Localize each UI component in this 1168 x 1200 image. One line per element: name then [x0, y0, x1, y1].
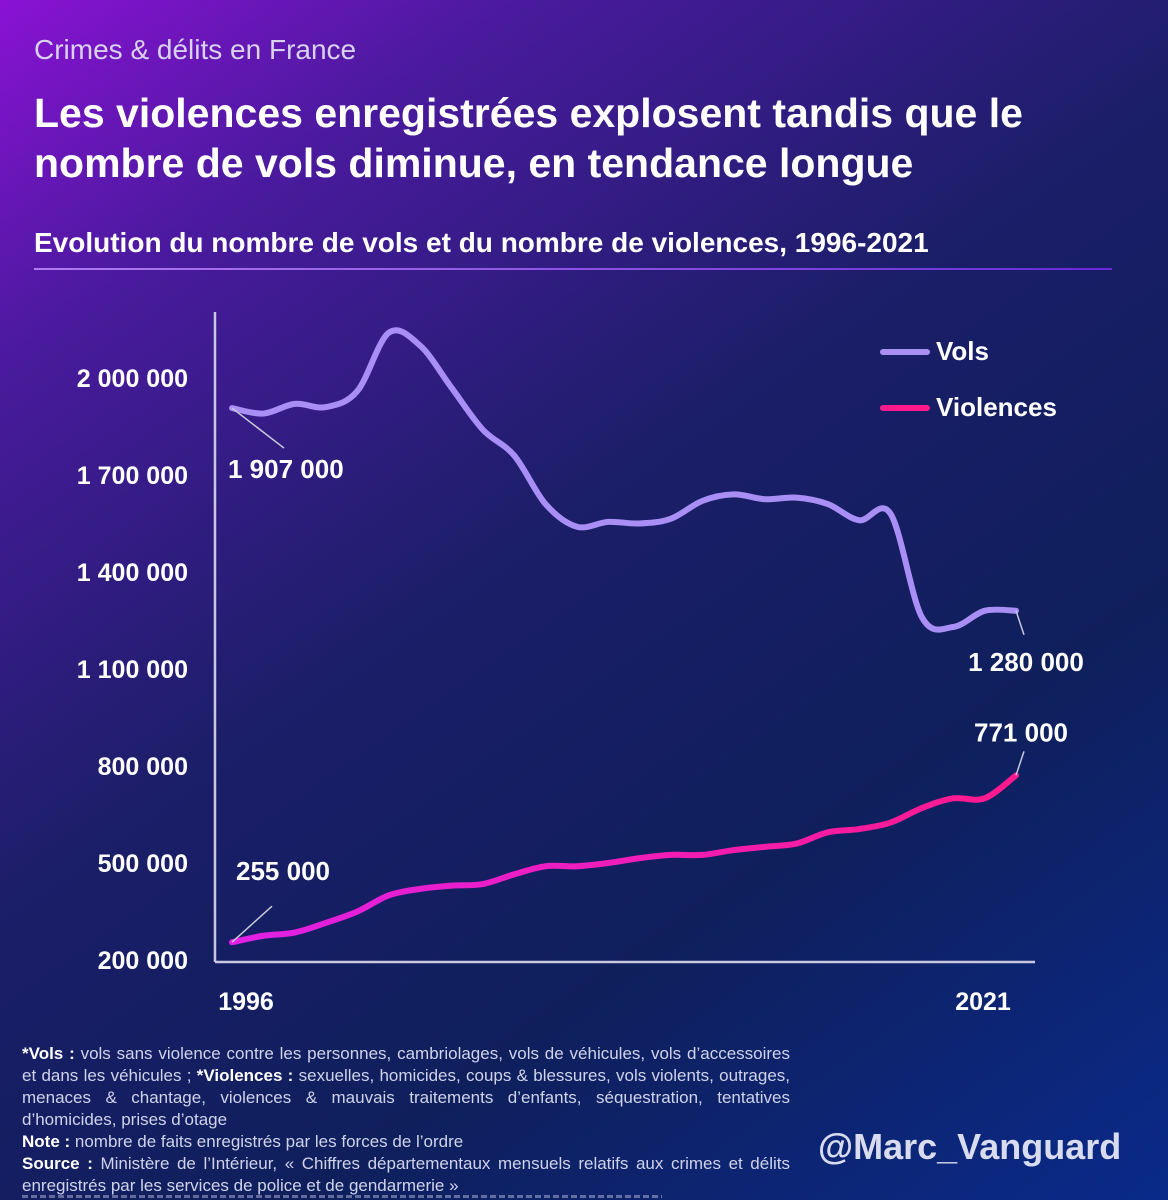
data-point-vols [356, 389, 359, 392]
data-point-violences [858, 828, 861, 831]
data-point-violences [983, 797, 986, 800]
data-point-violences [450, 884, 453, 887]
data-point-vols [513, 454, 516, 457]
note-violences-text: sexuelles, homicides, coups & blessures,… [22, 1066, 791, 1129]
y-tick-label: 200 000 [98, 947, 188, 975]
data-point-vols [670, 517, 673, 520]
data-point-violences [262, 934, 265, 937]
data-point-vols [481, 428, 484, 431]
legend-label-violences: Violences [936, 392, 1057, 422]
annotation-label: 1 280 000 [968, 647, 1084, 677]
data-point-vols [858, 519, 861, 522]
data-point-violences [826, 831, 829, 834]
data-point-vols [701, 499, 704, 502]
data-point-violences [325, 921, 328, 924]
data-point-vols [607, 520, 610, 523]
chart-subtitle: Evolution du nombre de vols et du nombre… [34, 227, 929, 258]
annotation-label: 771 000 [974, 717, 1068, 747]
annotation-label: 255 000 [236, 856, 330, 886]
line-chart: 2 000 000 1 700 000 1 400 000 1 100 000 800 … [77, 312, 1084, 1016]
series-line-vols [229, 327, 1019, 633]
data-point-violences [764, 845, 767, 848]
data-point-violences [670, 853, 673, 856]
y-tick-label: 500 000 [98, 850, 188, 878]
note-label: Note : [22, 1132, 71, 1151]
data-point-vols [889, 512, 892, 515]
data-point-vols [764, 498, 767, 501]
data-point-vols [795, 496, 798, 499]
y-tick-label: 1 100 000 [77, 656, 188, 684]
data-point-violences [701, 853, 704, 856]
data-point-vols [450, 386, 453, 389]
note-vols-text: vols sans violence contre les personnes,… [22, 1044, 790, 1085]
annotation-leader-line [1015, 610, 1025, 636]
data-point-vols [638, 522, 641, 525]
data-point-violences [544, 865, 547, 868]
legend-swatch-vols [880, 348, 930, 355]
data-point-violences [575, 865, 578, 868]
data-point-vols [983, 609, 986, 612]
legend-swatch-violences [880, 404, 930, 411]
data-point-vols [952, 625, 955, 628]
y-tick-label: 1 400 000 [77, 559, 188, 587]
note-text: nombre de faits enregistrés par les forc… [70, 1132, 464, 1151]
note-vols-label: *Vols : [22, 1044, 75, 1063]
data-point-violences [387, 894, 390, 897]
data-point-vols [419, 344, 422, 347]
annotation-leader-line [231, 407, 285, 449]
data-point-vols [387, 331, 390, 334]
data-point-violences [607, 862, 610, 865]
x-tick-label: 1996 [218, 988, 274, 1016]
data-point-violences [952, 797, 955, 800]
note-violences-label: *Violences : [196, 1066, 294, 1085]
data-point-violences [638, 857, 641, 860]
source-label: Source : [22, 1154, 93, 1173]
legend-item-vols: Vols [880, 336, 989, 367]
legend-label-vols: Vols [936, 336, 989, 366]
legend-item-violences: Violences [880, 392, 1057, 423]
data-point-violences [419, 887, 422, 890]
data-point-violences [920, 807, 923, 810]
data-point-violences [293, 931, 296, 934]
y-tick-label: 2 000 000 [77, 365, 188, 393]
annotation-label: 1 907 000 [228, 454, 344, 484]
author-handle: @Marc_Vanguard [818, 1126, 1122, 1167]
series-line-violences [229, 772, 1019, 946]
data-point-vols [575, 525, 578, 528]
data-point-violences [481, 883, 484, 886]
footnotes: *Vols : vols sans violence contre les pe… [22, 1043, 790, 1197]
annotation-leader-line [231, 905, 273, 943]
data-point-violences [513, 873, 516, 876]
data-point-violences [889, 821, 892, 824]
data-point-vols [826, 503, 829, 506]
subtitle-rule [34, 268, 1112, 270]
data-point-violences [356, 910, 359, 913]
x-tick-label: 2021 [955, 988, 1011, 1016]
y-tick-label: 800 000 [98, 753, 188, 781]
page-title: Les violences enregistrées explosent tan… [34, 90, 1023, 186]
cropped-text-remnant [22, 1192, 662, 1200]
data-point-vols [920, 616, 923, 619]
data-point-violences [732, 849, 735, 852]
data-point-vols [544, 503, 547, 506]
data-point-vols [732, 493, 735, 496]
y-tick-label: 1 700 000 [77, 462, 188, 490]
annotation-leader-line [1015, 751, 1025, 776]
data-point-vols [262, 412, 265, 415]
kicker: Crimes & délits en France [34, 34, 357, 65]
data-point-vols [325, 406, 328, 409]
data-point-vols [293, 402, 296, 405]
data-point-violences [795, 842, 798, 845]
source-text: Ministère de l’Intérieur, « Chiffres dép… [22, 1154, 790, 1195]
